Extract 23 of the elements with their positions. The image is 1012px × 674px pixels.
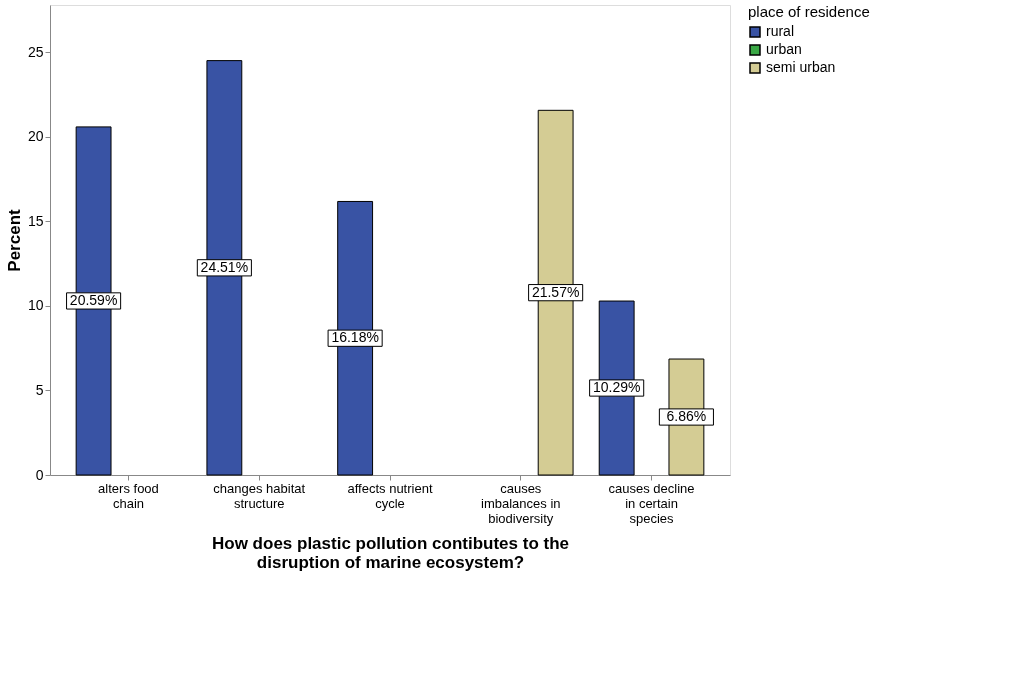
data-label: 24.51%	[200, 258, 249, 275]
data-label: 6.86%	[666, 408, 707, 425]
x-tick-label: changes habitat structure	[213, 480, 306, 511]
legend-label: rural	[766, 23, 795, 39]
x-axis-title: How does plastic pollution contibutes to the disruption of marine ecosystem?	[212, 533, 569, 572]
x-tick-label: causes imbalances in biodiversity	[481, 480, 561, 526]
y-tick-label: 25	[27, 43, 44, 60]
x-tick-label: alters food chain	[98, 480, 159, 511]
data-label: 20.59%	[69, 291, 118, 308]
data-label: 16.18%	[331, 329, 379, 346]
data-label: 10.29%	[592, 379, 641, 396]
x-tick-label: affects nutrient cycle	[347, 480, 433, 511]
y-axis-title: Percent	[4, 208, 24, 272]
legend-label: urban	[766, 41, 802, 57]
y-tick-label: 5	[35, 381, 44, 398]
y-tick-label: 15	[27, 212, 44, 229]
legend-title: place of residence	[748, 3, 870, 20]
y-tick-label: 20	[27, 128, 44, 145]
y-tick-label: 10	[27, 297, 44, 314]
y-tick-label: 0	[35, 466, 44, 483]
data-label: 21.57%	[531, 283, 580, 300]
x-tick-label: causes decline in certain species	[608, 480, 695, 526]
legend-label: semi urban	[766, 59, 836, 75]
